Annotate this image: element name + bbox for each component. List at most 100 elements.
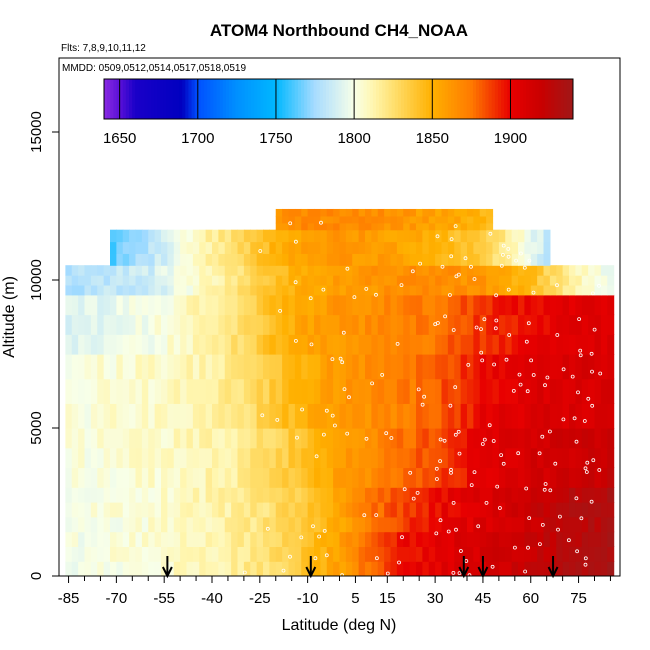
heatmap-cell: [148, 229, 156, 243]
sample-point: [342, 387, 347, 392]
heatmap-cell: [269, 531, 277, 547]
sample-point: [548, 488, 553, 493]
heatmap-cell: [231, 487, 239, 503]
heatmap-cell: [199, 294, 207, 316]
heatmap-cell: [224, 265, 232, 276]
heatmap-cell: [479, 354, 487, 380]
heatmap-cell: [358, 294, 366, 316]
heatmap-cell: [250, 516, 258, 533]
heatmap-cell: [84, 487, 92, 503]
heatmap-cell: [422, 467, 430, 488]
heatmap-cell: [333, 467, 341, 488]
sample-point: [449, 254, 454, 259]
heatmap-cell: [403, 561, 411, 576]
heatmap-cell: [454, 284, 462, 296]
sample-point: [526, 321, 531, 326]
heatmap-cell: [212, 378, 219, 404]
heatmap-cell: [422, 314, 430, 335]
heatmap-cell: [479, 265, 487, 276]
heatmap-cell: [473, 561, 481, 576]
heatmap-cell: [581, 334, 589, 355]
sample-point: [314, 454, 319, 459]
heatmap-cell: [250, 428, 258, 449]
heatmap-cell: [110, 284, 117, 296]
heatmap-cell: [122, 561, 130, 576]
heatmap-cell: [562, 334, 570, 355]
heatmap-cell: [154, 275, 162, 286]
heatmap-cell: [530, 403, 538, 429]
heatmap-cell: [97, 275, 105, 286]
heatmap-cell: [148, 561, 156, 576]
heatmap-cell: [90, 334, 98, 355]
heatmap-cell: [224, 516, 232, 533]
heatmap-cell: [141, 561, 149, 576]
heatmap-cell: [549, 546, 557, 562]
heatmap-cell: [371, 294, 379, 316]
heatmap-cell: [486, 403, 494, 429]
colorbar-swatch: [494, 79, 499, 119]
heatmap-cell: [205, 447, 213, 469]
heatmap-cell: [371, 531, 379, 547]
heatmap-cell: [511, 241, 519, 254]
heatmap-cell: [269, 265, 277, 276]
colorbar-swatch: [563, 79, 568, 119]
colorbar-swatch: [538, 79, 543, 119]
heatmap-cell: [84, 467, 92, 488]
heatmap-cell: [263, 229, 270, 243]
heatmap-cell: [441, 253, 449, 266]
heatmap-cell: [129, 253, 137, 266]
sample-point: [384, 431, 389, 436]
heatmap-cell: [377, 487, 385, 503]
heatmap-cell: [422, 516, 430, 533]
heatmap-cell: [307, 487, 315, 503]
heatmap-cell: [243, 487, 251, 503]
heatmap-cell: [161, 354, 168, 380]
heatmap-cell: [237, 354, 245, 380]
heatmap-cell: [218, 334, 226, 355]
sample-point: [472, 470, 477, 475]
heatmap-cell: [479, 208, 487, 217]
heatmap-cell: [339, 222, 347, 231]
colorbar-swatch: [169, 79, 174, 119]
heatmap-cell: [556, 561, 564, 576]
heatmap-cell: [435, 378, 443, 404]
heatmap-cell: [339, 275, 347, 286]
heatmap-cell: [129, 531, 137, 547]
heatmap-cell: [173, 275, 181, 286]
heatmap-cell: [435, 428, 443, 449]
colorbar: 1650 1700 1750 1800 1850 1900: [103, 78, 574, 147]
heatmap-cell: [454, 428, 462, 449]
heatmap-cell: [473, 275, 481, 286]
heatmap-cell: [167, 546, 175, 562]
heatmap-cell: [84, 516, 92, 533]
heatmap-cell: [218, 403, 226, 429]
heatmap-cell: [97, 314, 105, 335]
heatmap-cell: [161, 229, 168, 243]
heatmap-cell: [129, 294, 137, 316]
heatmap-cell: [594, 354, 602, 380]
heatmap-cell: [148, 531, 156, 547]
heatmap-cell: [301, 229, 309, 243]
sample-points: [242, 220, 603, 576]
heatmap-cell: [129, 334, 137, 355]
heatmap-cell: [256, 314, 264, 335]
heatmap-cell: [403, 229, 411, 243]
heatmap-cell: [428, 354, 436, 380]
heatmap-cell: [588, 403, 596, 429]
heatmap-cell: [161, 546, 168, 562]
heatmap-cell: [594, 546, 602, 562]
heatmap-cell: [71, 561, 79, 576]
heatmap-cell: [186, 378, 194, 404]
heatmap-cell: [326, 354, 334, 380]
sample-point: [299, 535, 304, 540]
heatmap-cell: [148, 314, 156, 335]
heatmap-cell: [263, 253, 270, 266]
heatmap-cell: [97, 378, 105, 404]
heatmap-cell: [224, 284, 232, 296]
heatmap-cell: [524, 428, 532, 449]
sample-point: [389, 436, 394, 440]
heatmap-cell: [492, 334, 500, 355]
heatmap-cell: [256, 531, 264, 547]
heatmap-cell: [275, 222, 283, 231]
heatmap-cell: [339, 241, 347, 254]
